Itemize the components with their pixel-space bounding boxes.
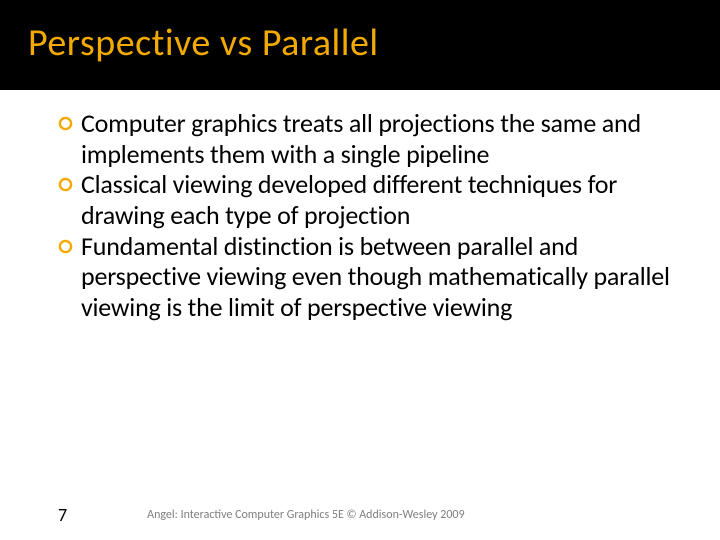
bullet-circle-icon bbox=[58, 239, 73, 254]
page-number: 7 bbox=[58, 504, 67, 526]
bullet-text: Classical viewing developed different te… bbox=[81, 169, 680, 230]
slide-body: Computer graphics treats all projections… bbox=[0, 90, 720, 323]
bullet-item: Computer graphics treats all projections… bbox=[58, 108, 680, 169]
bullet-circle-icon bbox=[58, 116, 73, 131]
bullet-text: Computer graphics treats all projections… bbox=[81, 108, 680, 169]
slide-title: Perspective vs Parallel bbox=[28, 20, 720, 66]
title-bar: Perspective vs Parallel bbox=[0, 0, 720, 90]
bullet-text: Fundamental distinction is between paral… bbox=[81, 231, 680, 323]
bullet-item: Classical viewing developed different te… bbox=[58, 169, 680, 230]
slide: Perspective vs Parallel Computer graphic… bbox=[0, 0, 720, 540]
bullet-item: Fundamental distinction is between paral… bbox=[58, 231, 680, 323]
bullet-circle-icon bbox=[58, 177, 73, 192]
slide-footer: 7 Angel: Interactive Computer Graphics 5… bbox=[0, 504, 720, 526]
footer-text: Angel: Interactive Computer Graphics 5E … bbox=[147, 508, 464, 522]
